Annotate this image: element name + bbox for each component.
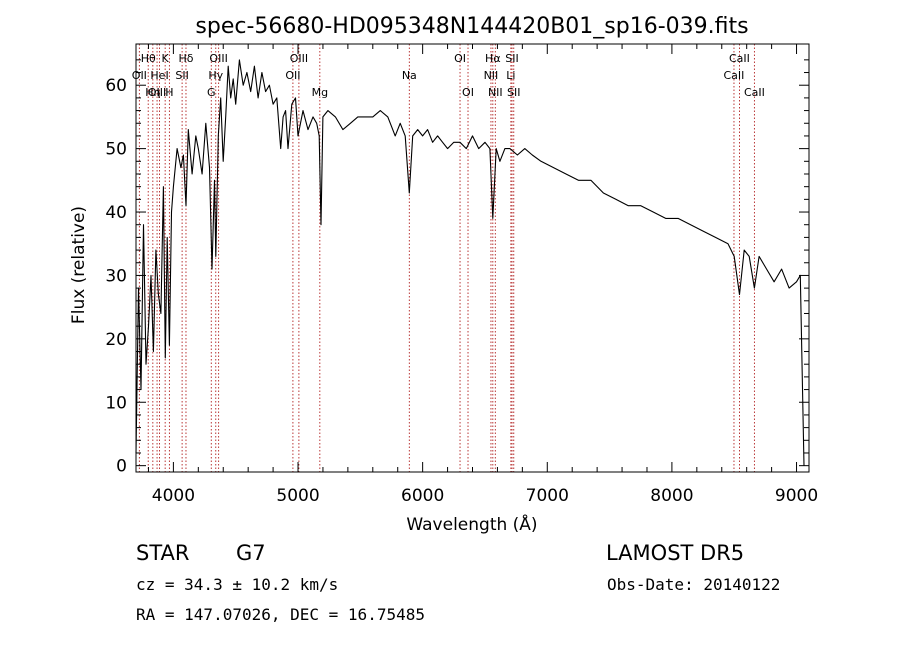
coordinates: RA = 147.07026, DEC = 16.75485 [136,605,425,624]
x-tick-label: 4000 [152,486,195,506]
y-tick-label: 50 [105,140,127,160]
chart-title: spec-56680-HD095348N144420B01_sp16-039.f… [195,14,748,39]
observation-date: Obs-Date: 20140122 [607,575,780,594]
x-tick-label: 7000 [526,486,569,506]
x-tick-label: 6000 [401,486,444,506]
line-label: K [162,52,170,65]
line-label: Hη [145,86,160,99]
y-tick-label: 60 [105,76,127,96]
line-label: Na [402,69,417,82]
line-label: OI [454,52,466,65]
line-label: Hθ [141,52,156,65]
y-tick-label: 20 [105,330,127,350]
x-axis-label: Wavelength (Å) [406,513,537,535]
object-subclass: G7 [236,541,266,565]
survey-name: LAMOST DR5 [606,541,744,565]
line-label: OIII [209,52,227,65]
x-axis: 4000 5000 6000 7000 8000 9000 [147,44,818,506]
line-label: CaII [729,52,750,65]
x-tick-label: 5000 [276,486,319,506]
plot-frame [135,43,810,473]
line-label: Hδ [178,52,193,65]
line-label: OI [462,86,474,99]
line-label: OIII [148,86,166,99]
spectral-line-markers [138,44,755,472]
line-label: CaII [724,69,745,82]
y-tick-label: 0 [116,457,127,477]
line-label: H [165,86,173,99]
line-label: OII [132,69,147,82]
y-axis-label: Flux (relative) [69,206,89,324]
y-axis: 0 10 20 30 40 50 60 [105,59,809,477]
line-label: NII [484,69,499,82]
line-label: CaII [744,86,765,99]
x-tick-label: 9000 [775,486,818,506]
line-label: SII [175,69,188,82]
line-label: OII [285,69,300,82]
line-label: Li [506,69,515,82]
y-tick-label: 40 [105,203,127,223]
line-label: G [207,86,216,99]
object-class: STAR [136,541,189,565]
spectral-line-labels: HθOIIHηOIIIHeIKHHδSIIOIIIHγGOIIIOIIMgNaO… [132,52,765,99]
y-tick-label: 10 [105,393,127,413]
line-label: Mg [312,86,328,99]
line-label: NII [488,86,503,99]
redshift-cz: cz = 34.3 ± 10.2 km/s [136,575,338,594]
x-tick-label: 8000 [650,486,693,506]
line-label: OIII [290,52,308,65]
line-label: SII [505,52,518,65]
spectrum-line [135,59,805,466]
line-label: Hγ [208,69,223,82]
line-label: Hα [485,52,501,65]
line-label: HeI [150,69,168,82]
line-label: SII [507,86,520,99]
y-tick-label: 30 [105,266,127,286]
